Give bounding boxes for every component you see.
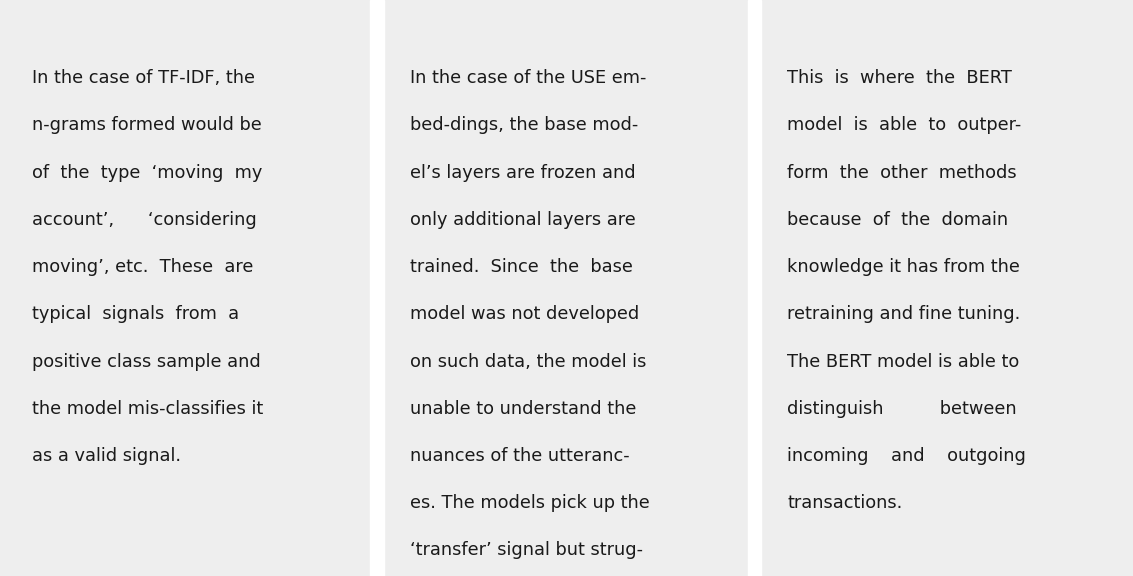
Text: n-grams formed would be: n-grams formed would be <box>32 116 262 134</box>
Text: trained.  Since  the  base: trained. Since the base <box>410 258 633 276</box>
Text: because  of  the  domain: because of the domain <box>787 211 1008 229</box>
Text: incoming    and    outgoing: incoming and outgoing <box>787 447 1026 465</box>
Text: on such data, the model is: on such data, the model is <box>410 353 647 370</box>
Text: bed-dings, the base mod-: bed-dings, the base mod- <box>410 116 638 134</box>
Text: of  the  type  ‘moving  my: of the type ‘moving my <box>32 164 262 181</box>
Text: ‘transfer’ signal but strug-: ‘transfer’ signal but strug- <box>410 541 644 559</box>
Text: retraining and fine tuning.: retraining and fine tuning. <box>787 305 1021 323</box>
Text: model was not developed: model was not developed <box>410 305 639 323</box>
Text: distinguish          between: distinguish between <box>787 400 1017 418</box>
Bar <box>370 0 384 576</box>
Text: el’s layers are frozen and: el’s layers are frozen and <box>410 164 636 181</box>
Text: as a valid signal.: as a valid signal. <box>32 447 181 465</box>
Text: transactions.: transactions. <box>787 494 903 512</box>
Text: model  is  able  to  outper-: model is able to outper- <box>787 116 1022 134</box>
Text: the model mis-classifies it: the model mis-classifies it <box>32 400 263 418</box>
Text: only additional layers are: only additional layers are <box>410 211 636 229</box>
Text: typical  signals  from  a: typical signals from a <box>32 305 239 323</box>
Text: knowledge it has from the: knowledge it has from the <box>787 258 1021 276</box>
Text: This  is  where  the  BERT: This is where the BERT <box>787 69 1012 87</box>
Text: moving’, etc.  These  are: moving’, etc. These are <box>32 258 253 276</box>
Text: es. The models pick up the: es. The models pick up the <box>410 494 650 512</box>
Bar <box>748 0 761 576</box>
Text: account’,      ‘considering: account’, ‘considering <box>32 211 256 229</box>
Text: nuances of the utteranc-: nuances of the utteranc- <box>410 447 630 465</box>
Text: In the case of TF-IDF, the: In the case of TF-IDF, the <box>32 69 255 87</box>
Text: The BERT model is able to: The BERT model is able to <box>787 353 1020 370</box>
Text: In the case of the USE em-: In the case of the USE em- <box>410 69 647 87</box>
Text: unable to understand the: unable to understand the <box>410 400 637 418</box>
Text: positive class sample and: positive class sample and <box>32 353 261 370</box>
Text: form  the  other  methods: form the other methods <box>787 164 1017 181</box>
